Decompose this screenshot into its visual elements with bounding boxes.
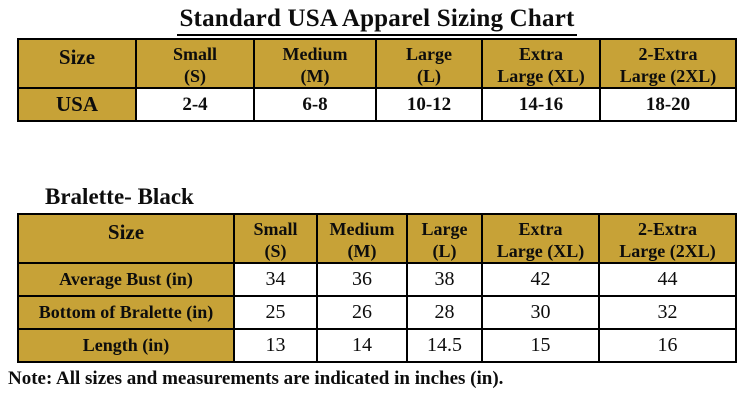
length-value-large: 14.5 [406,328,483,363]
bralette-row-bottom: Bottom of Bralette (in) 25 26 28 30 32 [17,295,737,330]
bralette-header-small: Small (S) [233,213,318,264]
bottom-value-xl: 30 [481,295,600,330]
bralette-row-bust: Average Bust (in) 34 36 38 42 44 [17,262,737,297]
usa-value-xl: 14-16 [481,87,601,122]
usa-row-label: USA [17,87,137,122]
bralette-header-row: Size Small (S) Medium (M) Large (L) Extr… [17,213,737,264]
bust-value-medium: 36 [316,262,408,297]
header-cell-small: Small (S) [135,38,255,89]
header-cell-xl: Extra Large (XL) [481,38,601,89]
header-cell-medium: Medium (M) [253,38,377,89]
usa-value-medium: 6-8 [253,87,377,122]
bralette-header-xl: Extra Large (XL) [481,213,600,264]
bottom-value-large: 28 [406,295,483,330]
length-value-xl: 15 [481,328,600,363]
note-text: Note: All sizes and measurements are ind… [8,368,504,389]
usa-value-small: 2-4 [135,87,255,122]
bust-row-label: Average Bust (in) [17,262,235,297]
usa-sizing-header-row: Size Small (S) Medium (M) Large (L) Extr… [17,38,737,89]
bottom-value-medium: 26 [316,295,408,330]
bralette-row-length: Length (in) 13 14 14.5 15 16 [17,328,737,363]
length-row-label: Length (in) [17,328,235,363]
bralette-header-2xl: 2-Extra Large (2XL) [598,213,737,264]
page-title-wrap: Standard USA Apparel Sizing Chart [0,5,754,36]
bust-value-small: 34 [233,262,318,297]
bottom-row-label: Bottom of Bralette (in) [17,295,235,330]
usa-values-row: USA 2-4 6-8 10-12 14-16 18-20 [17,87,737,122]
length-value-medium: 14 [316,328,408,363]
bottom-value-small: 25 [233,295,318,330]
bralette-measurements-table: Size Small (S) Medium (M) Large (L) Extr… [17,213,737,363]
bralette-size-corner-cell: Size [17,213,235,264]
length-value-small: 13 [233,328,318,363]
usa-value-2xl: 18-20 [599,87,737,122]
usa-value-large: 10-12 [375,87,483,122]
size-corner-cell: Size [17,38,137,89]
bralette-header-large: Large (L) [406,213,483,264]
page-title: Standard USA Apparel Sizing Chart [177,5,577,36]
bust-value-2xl: 44 [598,262,737,297]
header-cell-2xl: 2-Extra Large (2XL) [599,38,737,89]
bust-value-xl: 42 [481,262,600,297]
bottom-value-2xl: 32 [598,295,737,330]
bust-value-large: 38 [406,262,483,297]
bralette-heading: Bralette- Black [45,184,194,209]
length-value-2xl: 16 [598,328,737,363]
bralette-header-medium: Medium (M) [316,213,408,264]
usa-sizing-table: Size Small (S) Medium (M) Large (L) Extr… [17,38,737,122]
header-cell-large: Large (L) [375,38,483,89]
